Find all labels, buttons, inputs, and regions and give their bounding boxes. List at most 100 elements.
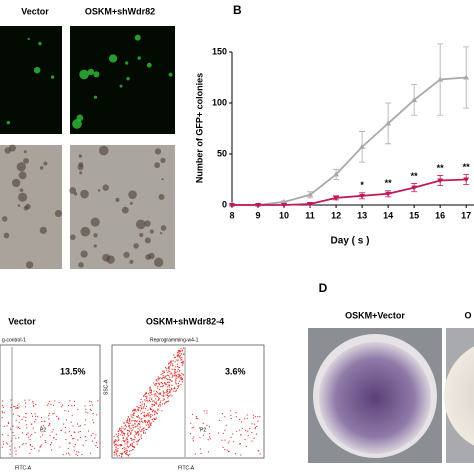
event bbox=[73, 400, 76, 402]
event bbox=[51, 431, 53, 433]
event bbox=[85, 440, 87, 442]
x-tick-label: 9 bbox=[256, 210, 261, 220]
event bbox=[171, 368, 173, 370]
event bbox=[144, 399, 146, 401]
event bbox=[177, 353, 179, 355]
event bbox=[24, 399, 26, 401]
event bbox=[10, 440, 12, 442]
event bbox=[161, 382, 163, 385]
event bbox=[120, 428, 122, 430]
event bbox=[119, 427, 121, 429]
event bbox=[176, 388, 178, 390]
cell bbox=[129, 259, 134, 264]
event bbox=[118, 433, 120, 435]
cell bbox=[69, 187, 77, 194]
event bbox=[256, 425, 258, 428]
event bbox=[165, 401, 167, 403]
event bbox=[32, 405, 35, 407]
event bbox=[240, 454, 242, 456]
event bbox=[162, 378, 164, 380]
event bbox=[169, 371, 171, 373]
event bbox=[122, 436, 124, 439]
percent: 3.6% bbox=[225, 366, 246, 376]
event bbox=[115, 439, 117, 441]
event bbox=[85, 408, 87, 410]
event bbox=[131, 439, 133, 442]
event bbox=[209, 438, 211, 440]
event bbox=[119, 445, 121, 447]
event bbox=[129, 422, 131, 424]
event bbox=[158, 384, 161, 386]
event bbox=[259, 453, 261, 455]
event bbox=[18, 406, 20, 408]
event bbox=[139, 426, 141, 428]
event bbox=[129, 453, 131, 455]
event bbox=[129, 433, 132, 435]
event bbox=[143, 404, 146, 406]
image-detail bbox=[1, 34, 173, 269]
event bbox=[180, 350, 182, 352]
event bbox=[95, 434, 97, 436]
event bbox=[42, 425, 45, 427]
event bbox=[61, 404, 64, 406]
cell bbox=[102, 184, 109, 191]
event bbox=[119, 430, 122, 432]
event bbox=[192, 426, 195, 428]
event bbox=[133, 441, 135, 443]
event bbox=[48, 401, 51, 403]
event bbox=[153, 418, 156, 421]
event bbox=[209, 436, 211, 438]
event bbox=[144, 411, 146, 413]
event bbox=[146, 398, 148, 400]
event bbox=[127, 432, 129, 434]
event bbox=[147, 413, 149, 416]
event bbox=[230, 417, 232, 420]
event bbox=[175, 374, 178, 376]
event bbox=[160, 373, 162, 375]
event bbox=[78, 425, 80, 427]
event bbox=[52, 428, 54, 431]
marker bbox=[255, 203, 262, 208]
event bbox=[68, 430, 71, 432]
event bbox=[115, 454, 117, 456]
marker bbox=[307, 201, 314, 207]
event bbox=[139, 410, 141, 412]
event bbox=[155, 402, 157, 404]
event bbox=[125, 447, 127, 449]
event bbox=[151, 398, 153, 401]
event bbox=[67, 447, 69, 450]
cell bbox=[78, 154, 83, 158]
event bbox=[133, 414, 135, 416]
event bbox=[167, 384, 169, 386]
event bbox=[129, 444, 131, 446]
event bbox=[18, 437, 20, 439]
cell bbox=[93, 244, 97, 248]
event bbox=[208, 433, 211, 435]
event bbox=[179, 350, 181, 352]
event bbox=[52, 404, 55, 407]
event bbox=[154, 401, 156, 403]
event bbox=[56, 415, 58, 417]
event bbox=[174, 390, 177, 392]
event bbox=[1, 446, 3, 448]
event bbox=[156, 395, 158, 398]
y-tick-label: 0 bbox=[222, 199, 227, 209]
event bbox=[244, 439, 246, 441]
event bbox=[40, 436, 42, 438]
marker bbox=[333, 195, 340, 201]
event bbox=[17, 414, 19, 417]
cell bbox=[154, 148, 162, 155]
event bbox=[156, 379, 158, 381]
event bbox=[134, 435, 136, 437]
event bbox=[22, 443, 25, 445]
event bbox=[60, 406, 63, 408]
event bbox=[181, 349, 184, 351]
event bbox=[169, 379, 171, 381]
event bbox=[151, 397, 153, 399]
event bbox=[136, 424, 138, 426]
event bbox=[28, 399, 30, 401]
event bbox=[13, 435, 15, 437]
event bbox=[254, 426, 256, 429]
event bbox=[113, 440, 115, 442]
